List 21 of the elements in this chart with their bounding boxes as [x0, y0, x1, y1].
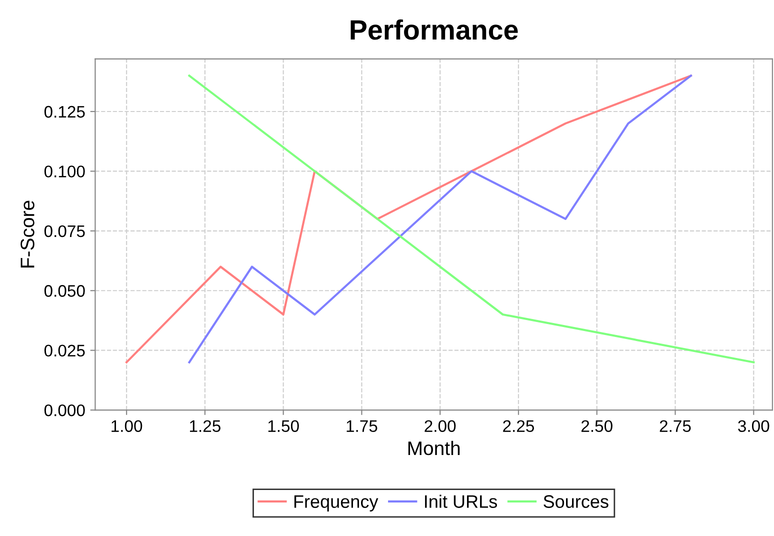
x-tick-label: 2.25	[503, 420, 534, 432]
y-tick-label: 0.025	[44, 344, 85, 357]
legend-label: Init URLs	[425, 494, 497, 508]
x-tick-label: 2.50	[581, 420, 612, 432]
chart-title: Performance	[350, 19, 518, 40]
y-tick-label: 0.000	[44, 404, 85, 416]
x-tick-label: 1.50	[268, 420, 299, 432]
y-tick-label: 0.125	[44, 106, 85, 118]
x-tick-label: 2.75	[660, 420, 691, 432]
x-tick-label: 1.00	[112, 420, 142, 432]
y-tick-label: 0.050	[44, 285, 85, 297]
y-axis-title: F-Score	[20, 200, 34, 268]
x-tick-label: 3.00	[738, 420, 770, 432]
x-axis-title: Month	[408, 440, 460, 456]
x-tick-label: 1.75	[346, 420, 378, 432]
x-tick-label: 1.25	[190, 420, 220, 432]
y-tick-label: 0.100	[44, 166, 85, 178]
y-tick-label: 0.075	[44, 225, 85, 238]
x-tick-label: 2.00	[424, 420, 456, 432]
legend-label: Frequency	[294, 495, 378, 512]
legend-label: Sources	[544, 495, 608, 508]
